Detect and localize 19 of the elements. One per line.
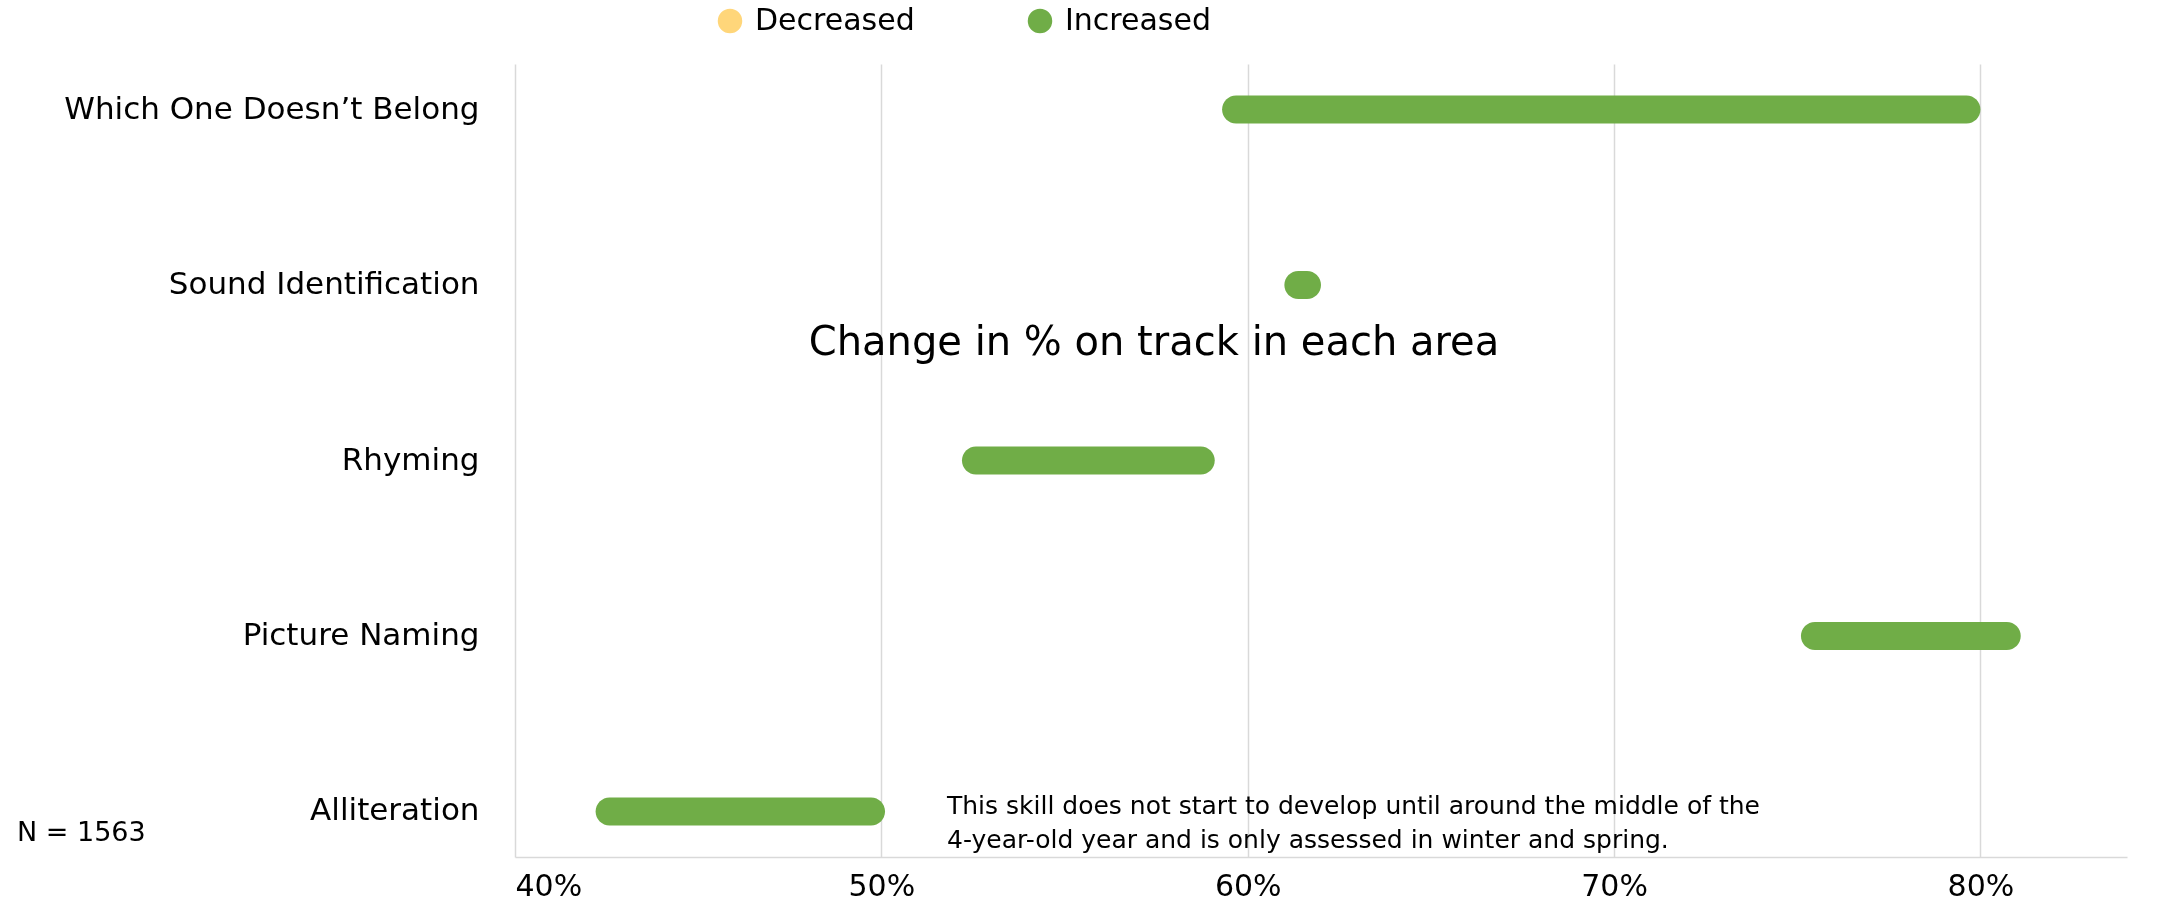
x-tick-label: 80%: [1947, 867, 2015, 903]
y-tick-label: Sound Identification: [168, 265, 480, 302]
y-tick-label: Which One Doesn’t Belong: [64, 89, 480, 126]
x-tick-label: 40%: [515, 867, 583, 903]
y-tick-label: Picture Naming: [242, 615, 480, 652]
text: Change in % on track in each area: [808, 318, 1500, 364]
bar: [1222, 95, 1981, 124]
annotation: This skill does not start to develop until around the middle of the 4-year-old year and is only assessed in winter and spring.: [946, 791, 1760, 854]
x-tick-label: 50%: [848, 867, 916, 903]
x-tick-label: 70%: [1581, 867, 1648, 903]
legend-label: Increased: [1065, 2, 1212, 37]
x-tick-label: 60%: [1214, 867, 1282, 903]
text: N = 1563: [17, 816, 146, 847]
bar: [961, 446, 1215, 475]
y-tick-label: Rhyming: [341, 440, 480, 477]
legend-label: Decreased: [755, 2, 915, 37]
y-tick-label: Alliteration: [310, 791, 480, 828]
bar: [1800, 621, 2021, 650]
bar: [595, 797, 886, 826]
